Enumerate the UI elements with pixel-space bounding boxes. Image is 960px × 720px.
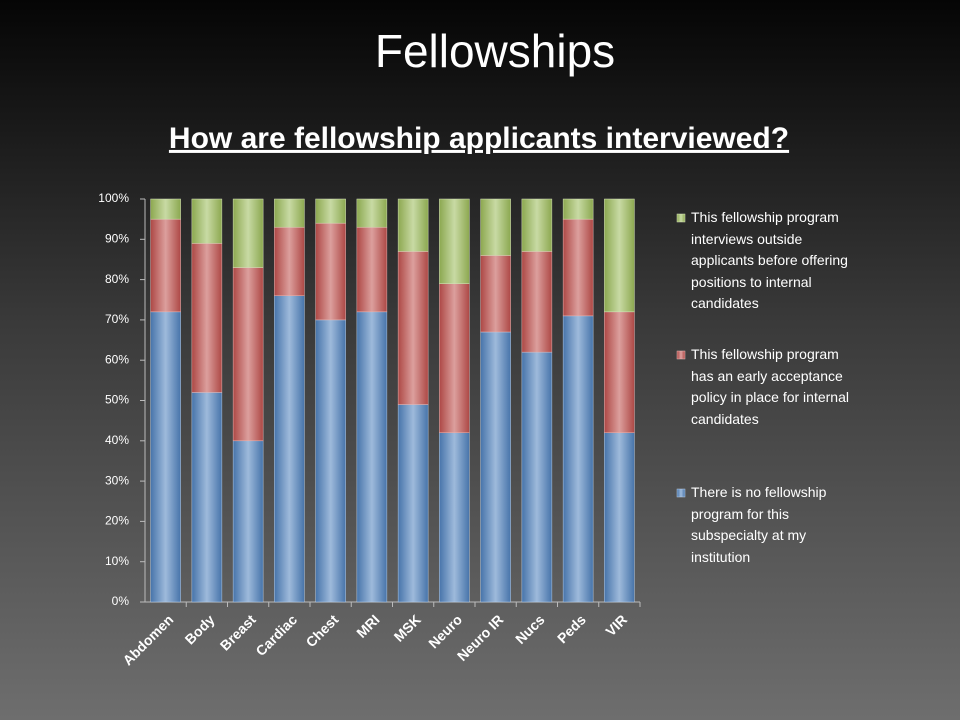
y-tick-label: 70% xyxy=(105,312,129,326)
bar-segment xyxy=(604,311,635,433)
bar-segment xyxy=(274,226,305,296)
bar-segment xyxy=(315,319,346,603)
bar-segment xyxy=(439,283,470,433)
x-tick-label: MSK xyxy=(391,611,424,644)
bar-segment xyxy=(315,222,346,321)
bar-segment xyxy=(480,331,511,603)
y-tick-label: 50% xyxy=(105,393,129,407)
x-tick-label: Neuro xyxy=(425,611,465,651)
legend-label: This fellowship program has an early acc… xyxy=(691,346,849,427)
bar-segment xyxy=(274,295,305,603)
bar-segment xyxy=(562,198,594,220)
x-tick-label: Chest xyxy=(303,611,342,650)
bar-segment xyxy=(150,311,181,603)
chart-title: Fellowships xyxy=(375,25,615,77)
bar-segment xyxy=(439,432,470,603)
bar-segment xyxy=(150,218,181,313)
x-tick-label: Peds xyxy=(554,611,589,646)
legend-swatch xyxy=(676,488,686,498)
bar-segment xyxy=(397,198,429,252)
x-tick-label: MRI xyxy=(353,611,382,640)
bar-segment xyxy=(315,198,346,224)
bar-segment xyxy=(521,351,553,603)
legend-label: There is no fellowship program for this … xyxy=(691,484,827,565)
bar-segment xyxy=(232,198,264,268)
chart-subtitle: How are fellowship applicants interviewe… xyxy=(169,122,789,155)
bar-segment xyxy=(521,198,553,252)
bar-segment xyxy=(232,440,264,603)
x-tick-label: Nucs xyxy=(512,611,548,647)
bar-segment xyxy=(604,198,635,313)
y-tick-label: 10% xyxy=(105,554,129,568)
bar-segment xyxy=(191,243,223,393)
bar-segment xyxy=(356,198,388,228)
bar-segment xyxy=(604,432,635,603)
y-tick-label: 80% xyxy=(105,272,129,286)
y-tick-label: 40% xyxy=(105,433,129,447)
bar-segment xyxy=(356,311,388,603)
bar-segment xyxy=(397,404,429,603)
bar-segment xyxy=(439,198,470,284)
legend-swatch xyxy=(676,213,686,223)
bar-segment xyxy=(274,198,305,228)
bar-segment xyxy=(521,251,553,353)
y-tick-label: 0% xyxy=(112,594,130,608)
x-tick-label: Cardiac xyxy=(252,611,300,659)
y-tick-label: 100% xyxy=(98,191,129,205)
legend-label: This fellowship program interviews outsi… xyxy=(691,209,848,311)
bar-segment xyxy=(562,218,594,317)
bar-segment xyxy=(191,198,223,244)
y-tick-label: 20% xyxy=(105,514,129,528)
x-tick-label: VIR xyxy=(602,611,630,639)
y-tick-label: 60% xyxy=(105,352,129,366)
bar-segment xyxy=(562,315,594,603)
x-tick-label: Abdomen xyxy=(119,611,176,668)
bar-segment xyxy=(480,255,511,333)
bar-segment xyxy=(480,198,511,256)
bar-segment xyxy=(356,226,388,313)
bar-segment xyxy=(397,251,429,405)
x-tick-label: Body xyxy=(182,611,218,647)
legend-swatch xyxy=(676,350,686,360)
y-tick-label: 30% xyxy=(105,473,129,487)
bar-segment xyxy=(191,392,223,603)
bar-segment xyxy=(150,198,181,220)
y-tick-label: 90% xyxy=(105,231,129,245)
bar-segment xyxy=(232,267,264,442)
